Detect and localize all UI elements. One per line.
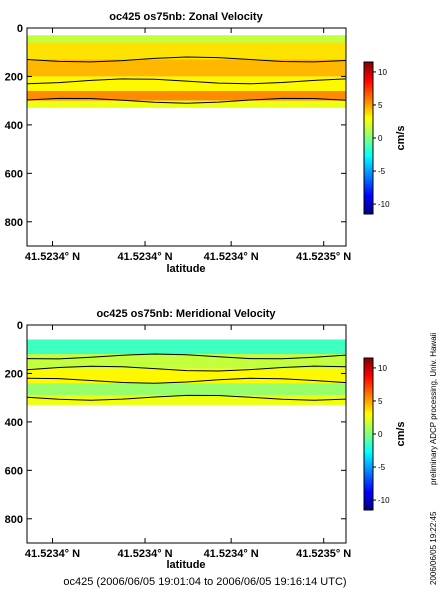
colorbar-tick-label-4: -10	[378, 496, 390, 505]
zonal-chart-title: oc425 os75nb: Zonal Velocity	[109, 11, 263, 23]
x-tick-label-0: 41.5234° N	[25, 548, 80, 560]
x-tick-label-2: 41.5234° N	[204, 548, 259, 560]
meridional-contour-lines	[26, 353, 347, 401]
colorbar-tick-label-1: 5	[378, 397, 383, 406]
contour-line-2	[26, 97, 347, 104]
x-tick-label-1: 41.5234° N	[117, 548, 172, 560]
velocity-band-0	[27, 35, 346, 43]
velocity-band-4	[27, 90, 346, 101]
meridional-x-axis-label: latitude	[166, 559, 205, 571]
contour-line-0	[26, 56, 347, 63]
colorbar-tick-label-1: 5	[378, 101, 383, 110]
processing-timestamp: 2006/06/05 19:22:45	[429, 511, 438, 585]
colorbar-tick-label-3: -5	[378, 463, 386, 472]
contour-line-3	[26, 394, 347, 401]
y-tick-label-0: 0	[17, 23, 23, 35]
meridional-chart-title: oc425 os75nb: Meridional Velocity	[96, 308, 276, 320]
colorbar-tick-label-3: -5	[378, 167, 386, 176]
meridional-velocity-field	[27, 339, 346, 405]
meridional-x-axis: 41.5234° N 41.5234° N 41.5234° N 41.5235° N	[25, 325, 351, 560]
contour-line-0	[26, 353, 347, 360]
y-tick-label-0: 0	[17, 320, 23, 332]
zonal-colorbar: 10 5 0 -5 -10 cm/s	[363, 61, 407, 215]
zonal-velocity-field	[27, 35, 346, 108]
contour-line-1	[26, 365, 347, 372]
colorbar-scale	[363, 61, 374, 215]
zonal-y-axis: 0 200 400 600 800	[5, 23, 346, 229]
velocity-band-2	[27, 368, 346, 384]
colorbar-scale	[363, 357, 374, 511]
x-tick-label-3: 41.5235° N	[296, 251, 351, 263]
colorbar-tick-label-4: -10	[378, 200, 390, 209]
y-tick-label-3: 600	[5, 168, 23, 180]
y-tick-label-4: 800	[5, 514, 23, 526]
velocity-band-4	[27, 395, 346, 405]
x-tick-label-0: 41.5234° N	[25, 251, 80, 263]
meridional-plot-frame	[26, 324, 347, 544]
x-tick-label-1: 41.5234° N	[117, 251, 172, 263]
velocity-band-1	[27, 354, 346, 369]
y-tick-label-2: 400	[5, 120, 23, 132]
colorbar-tick-label-0: 10	[378, 364, 387, 373]
zonal-plot-frame	[26, 27, 347, 247]
meridional-colorbar: 10 5 0 -5 -10 cm/s	[363, 357, 407, 511]
velocity-band-1	[27, 42, 346, 60]
y-tick-label-1: 200	[5, 368, 23, 380]
zonal-velocity-panel: oc425 os75nb: Zonal Velocity 0 200 400 600 8…	[5, 11, 407, 275]
colorbar-unit-label: cm/s	[395, 125, 407, 150]
colorbar-tick-label-2: 0	[378, 134, 383, 143]
meridional-velocity-panel: oc425 os75nb: Meridional Velocity 0 200 40…	[5, 308, 407, 571]
meridional-y-axis: 0 200 400 600 800	[5, 320, 346, 526]
velocity-band-3	[27, 76, 346, 91]
y-tick-label-4: 800	[5, 217, 23, 229]
cruise-time-footer: oc425 (2006/06/05 19:01:04 to 2006/06/05…	[63, 576, 346, 588]
colorbar-tick-label-2: 0	[378, 430, 383, 439]
x-tick-label-3: 41.5235° N	[296, 548, 351, 560]
contour-line-1	[26, 78, 347, 85]
velocity-band-2	[27, 59, 346, 77]
zonal-contour-lines	[26, 56, 347, 104]
y-tick-label-2: 400	[5, 417, 23, 429]
velocity-band-5	[27, 100, 346, 108]
y-tick-label-1: 200	[5, 71, 23, 83]
x-tick-label-2: 41.5234° N	[204, 251, 259, 263]
velocity-band-0	[27, 339, 346, 355]
zonal-x-axis: 41.5234° N 41.5234° N 41.5234° N 41.5235° N	[25, 28, 351, 263]
y-tick-label-3: 600	[5, 465, 23, 477]
velocity-band-3	[27, 383, 346, 396]
contour-line-2	[26, 377, 347, 384]
colorbar-unit-label: cm/s	[395, 421, 407, 446]
zonal-x-axis-label: latitude	[166, 263, 205, 275]
colorbar-tick-label-0: 10	[378, 68, 387, 77]
processing-note: preliminary ADCP processing, Univ. Hawai…	[429, 333, 438, 485]
